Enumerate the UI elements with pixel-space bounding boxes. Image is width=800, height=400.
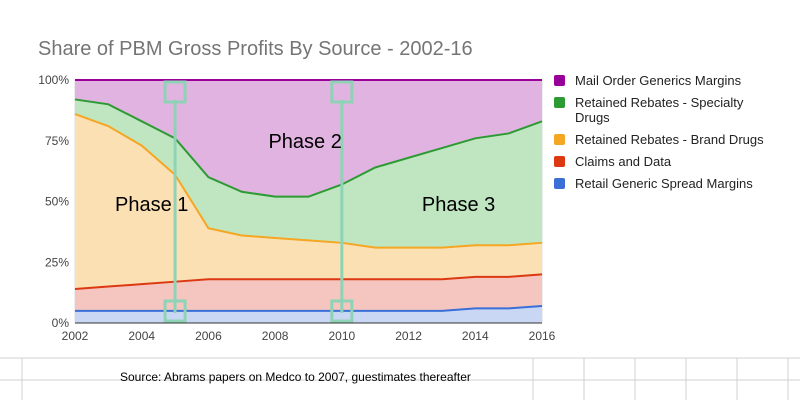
series-line-1	[74, 273, 543, 290]
legend-swatch	[554, 178, 565, 189]
phase-marker-box-top	[330, 80, 354, 104]
x-tick-label: 2012	[395, 329, 422, 343]
legend-label: Retained Rebates - Brand Drugs	[575, 132, 764, 147]
source-note: Source: Abrams papers on Medco to 2007, …	[120, 370, 471, 384]
x-tick-label: 2004	[128, 329, 155, 343]
series-line-3	[74, 98, 543, 198]
y-tick-label: 0%	[52, 316, 70, 330]
legend-label: Retail Generic Spread Margins	[575, 176, 753, 191]
legend-swatch	[554, 134, 565, 145]
x-tick-label: 2002	[62, 329, 89, 343]
y-tick-label: 75%	[45, 134, 69, 148]
area-series-0	[75, 305, 542, 323]
phase-marker-box-bottom	[163, 299, 187, 323]
legend-swatch	[554, 156, 565, 167]
chart-legend: Mail Order Generics Margins Retained Reba…	[554, 73, 794, 198]
area-series-4	[75, 80, 542, 197]
legend-label: Retained Rebates - Specialty Drugs	[575, 95, 744, 125]
spreadsheet-grid	[0, 357, 800, 400]
legend-swatch	[554, 75, 565, 86]
x-tick-label: 2010	[329, 329, 356, 343]
chart-plot: 0% 25% 50% 75% 100% 2002 2004 2006 2008 2010 2012 2…	[38, 73, 556, 343]
area-series-2	[75, 114, 542, 289]
x-tick-label: 2016	[529, 329, 556, 343]
legend-label: Mail Order Generics Margins	[575, 73, 742, 88]
area-series-1	[75, 274, 542, 311]
legend-item: Retail Generic Spread Margins	[554, 176, 794, 191]
y-tick-label: 25%	[45, 255, 69, 269]
x-tick-label: 2008	[262, 329, 289, 343]
chart-title: Share of PBM Gross Profits By Source - 2…	[38, 38, 473, 60]
legend-item: Retained Rebates - Brand Drugs	[554, 132, 794, 147]
legend-item: Claims and Data	[554, 154, 794, 169]
phase-marker-box-top	[163, 80, 187, 104]
phase-annotation: Phase 3	[422, 194, 495, 216]
legend-item: Retained Rebates - Specialty Drugs	[554, 95, 794, 125]
x-tick-label: 2006	[195, 329, 222, 343]
phase-marker-box-bottom	[330, 299, 354, 323]
x-tick-label: 2014	[462, 329, 489, 343]
area-series-3	[75, 99, 542, 248]
legend-item: Mail Order Generics Margins	[554, 73, 794, 88]
y-tick-label: 100%	[38, 73, 69, 87]
legend-swatch	[554, 97, 565, 108]
phase-annotation: Phase 2	[268, 131, 341, 153]
y-tick-label: 50%	[45, 195, 69, 209]
legend-label: Claims and Data	[575, 154, 672, 169]
series-line-2	[74, 113, 543, 249]
phase-annotation: Phase 1	[115, 194, 188, 216]
series-line-0	[75, 304, 543, 312]
